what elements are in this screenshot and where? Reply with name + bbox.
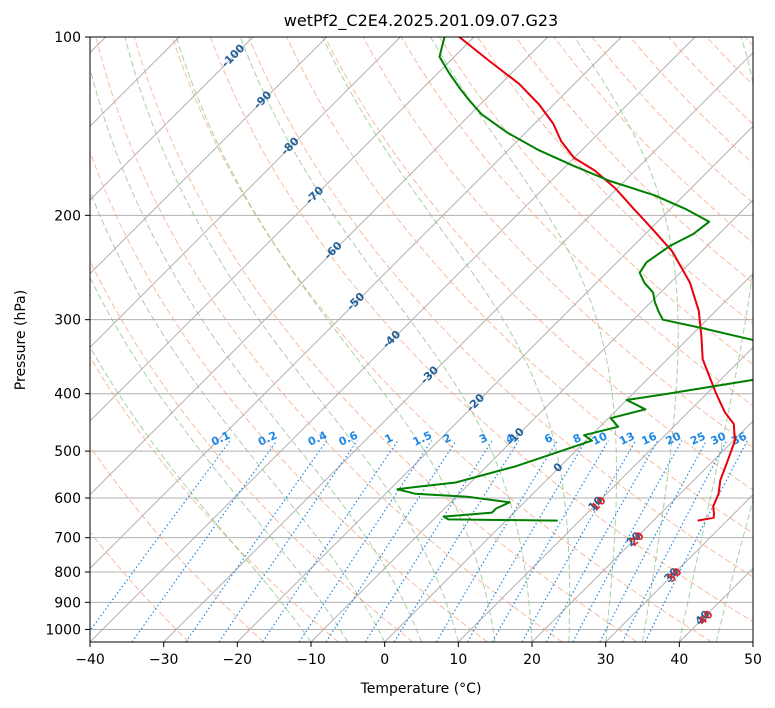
mixing-ratio-line	[491, 440, 609, 642]
moist-adiabat-line	[90, 189, 386, 642]
x-axis-label: Temperature (°C)	[360, 681, 482, 697]
dry-adiabat-line	[90, 259, 414, 642]
reference-lines	[90, 37, 753, 642]
isotherm-line	[458, 346, 753, 642]
x-tick-label: −40	[75, 652, 105, 668]
chart-title: wetPf2_C2E4.2025.201.09.07.G23	[284, 11, 558, 31]
dewpoint-line	[396, 37, 753, 522]
isotherm-line	[90, 37, 327, 275]
mixing-ratio-line	[644, 440, 748, 642]
moist-adiabat-line	[124, 37, 459, 642]
isotherm-line	[752, 641, 753, 642]
mixing-ratio-label: 13	[617, 430, 636, 448]
x-tick-label: −10	[296, 652, 326, 668]
y-tick-label: 400	[54, 387, 81, 403]
isotherm-line	[163, 52, 753, 642]
dry-adiabat-line	[248, 37, 753, 578]
y-tick-label: 900	[54, 595, 81, 611]
dry-adiabat-line	[95, 37, 563, 642]
isotherm-line	[531, 420, 753, 642]
isotherm-line	[90, 37, 254, 201]
dry-adiabat-line	[629, 37, 753, 165]
mixing-ratio-line	[621, 440, 728, 642]
x-tick-label: 50	[744, 652, 762, 668]
mixing-ratio-line	[521, 440, 637, 642]
mixing-ratio-line	[466, 440, 587, 642]
isotherm-line	[90, 37, 401, 348]
y-tick-label: 700	[54, 531, 81, 547]
mixing-ratio-line	[298, 440, 432, 642]
mixing-ratio-line	[262, 440, 399, 642]
mixing-ratio-line	[185, 440, 328, 642]
x-tick-label: 30	[597, 652, 615, 668]
dry-adiabat-line	[515, 37, 753, 284]
moist-adiabat-line	[175, 37, 496, 642]
mixing-ratio-line	[90, 440, 231, 632]
isotherm-line	[384, 273, 753, 642]
x-tick-label: 0	[380, 652, 389, 668]
mixing-ratio-label: 16	[639, 429, 659, 447]
dry-adiabat-line	[591, 37, 753, 204]
isotherm-line	[90, 37, 548, 496]
isotherm-line	[90, 37, 475, 422]
dry-adiabat-line	[324, 37, 753, 491]
y-tick-label: 800	[54, 565, 81, 581]
x-tick-label: 20	[523, 652, 541, 668]
pressure-gridlines	[90, 37, 753, 630]
x-tick-label: −20	[223, 652, 253, 668]
dry-adiabat-line	[133, 37, 638, 642]
moist-adiabat-line	[90, 345, 312, 642]
isotherm-line	[90, 37, 696, 642]
temperature-line	[458, 37, 736, 522]
mixing-ratio-line	[393, 440, 520, 642]
moist-adiabat-line	[239, 37, 533, 642]
plot-background	[90, 37, 753, 642]
mixing-ratio-label: 10	[590, 429, 610, 447]
y-tick-label: 500	[54, 444, 81, 460]
y-tick-label: 200	[54, 208, 81, 224]
y-tick-label: 100	[54, 30, 81, 46]
x-axis: −40 −30 −20 −10 0 10 20 30 40 50	[75, 642, 762, 668]
mixing-ratio-line	[599, 440, 707, 642]
x-tick-label: −30	[149, 652, 179, 668]
x-tick-label: 40	[670, 652, 688, 668]
y-tick-label: 1000	[45, 622, 81, 638]
dry-adiabat-line	[286, 37, 753, 534]
dry-adiabat-line	[553, 37, 753, 244]
x-tick-label: 10	[449, 652, 467, 668]
mixing-ratio-label: 30	[709, 429, 729, 447]
dry-adiabat-line	[210, 37, 753, 623]
y-tick-label: 300	[54, 313, 81, 329]
dry-adiabat-line	[362, 37, 753, 449]
mixing-ratio-label: 25	[688, 430, 707, 448]
y-axis-label: Pressure (hPa)	[13, 290, 29, 390]
y-axis: 100 200 300 400 500 600 700 800 900 1000	[45, 30, 90, 638]
plot-frame	[89, 36, 754, 643]
moist-adiabat-line	[90, 65, 422, 642]
mixing-ratio-line	[435, 440, 558, 642]
dry-adiabat-line	[90, 531, 190, 642]
mixing-ratio-label: 20	[664, 429, 684, 447]
moist-adiabat-line	[90, 276, 349, 642]
moist-adiabat-line	[430, 37, 617, 642]
moist-adiabat-line	[322, 37, 571, 642]
isotherm-line	[237, 125, 753, 642]
dry-adiabat-line	[90, 150, 488, 642]
dry-adiabat-line	[400, 37, 753, 407]
mixing-ratio-line	[218, 440, 358, 642]
mixing-ratio-line	[131, 440, 278, 642]
isotherm-line	[90, 37, 622, 569]
moist-adiabat-line	[678, 37, 753, 642]
profile-lines	[396, 37, 753, 522]
moist-adiabat-line	[574, 37, 679, 642]
isotherm-line	[605, 494, 753, 642]
dry-adiabat-line	[438, 37, 753, 366]
dry-adiabat-line	[477, 37, 753, 325]
y-tick-label: 600	[54, 491, 81, 507]
